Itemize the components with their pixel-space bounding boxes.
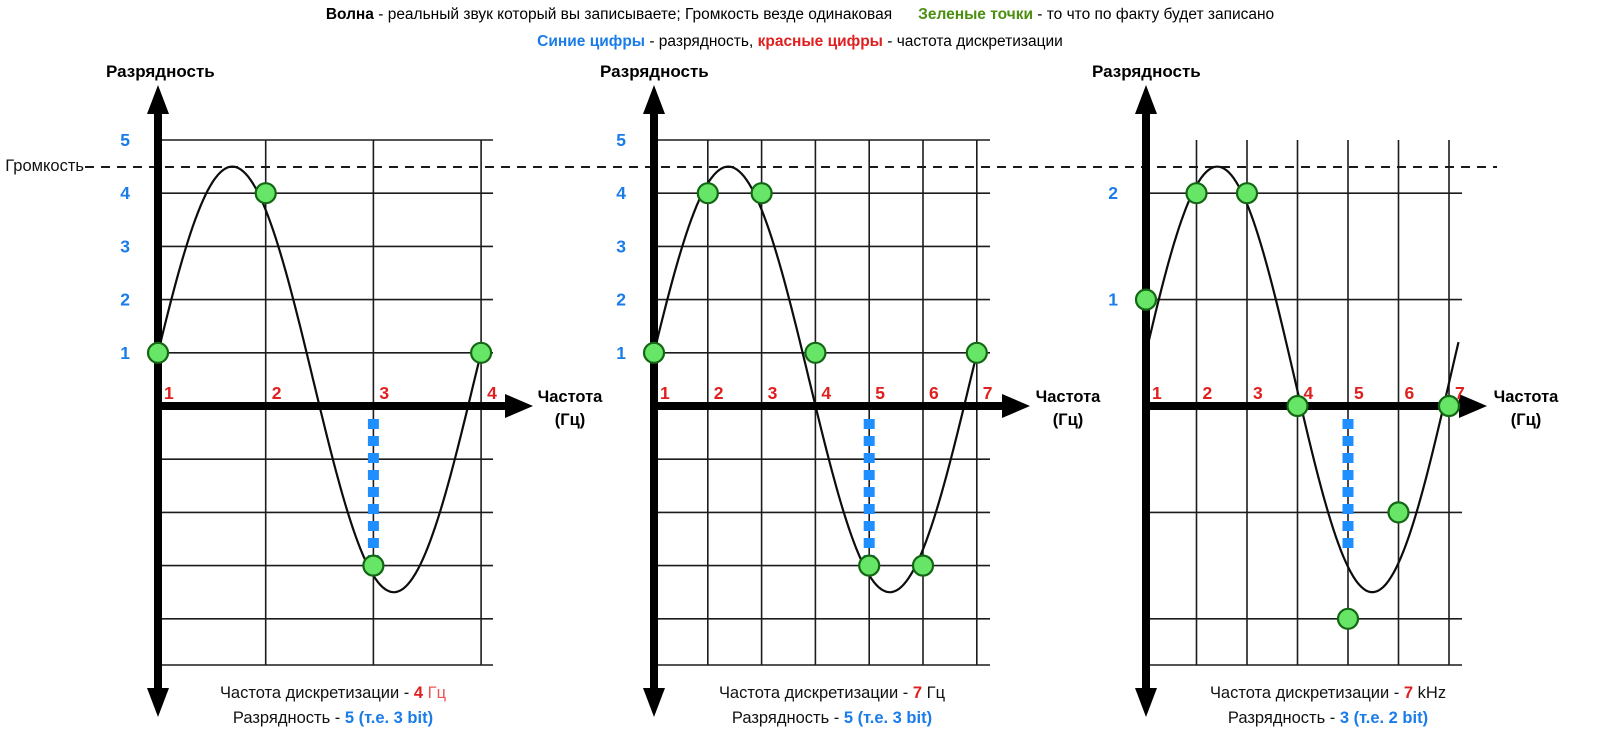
caption-depth-3: Разрядность - 3 (т.е. 2 bit) — [1227, 709, 1429, 727]
wave-curve — [156, 165, 482, 594]
y-tick-label: 2 — [616, 290, 626, 310]
y-axis-up-arrow — [643, 85, 665, 114]
y-tick-label: 2 — [1108, 183, 1118, 203]
x-axis-arrow — [1459, 394, 1487, 418]
y-axis-label-2: Разрядность — [600, 62, 709, 81]
y-tick-label: 1 — [616, 343, 626, 363]
legend-wave-term: Волна — [325, 6, 374, 23]
sample-point — [470, 341, 493, 364]
x-tick-label: 1 — [660, 383, 670, 403]
y-axis-up-arrow — [1135, 85, 1157, 114]
y-tick-label: 5 — [120, 130, 130, 150]
freq-unit-1: Гц — [423, 684, 447, 702]
x-tick-label: 7 — [1455, 383, 1465, 403]
x-tick-label: 3 — [1253, 383, 1263, 403]
freq-value-2: 7 — [912, 684, 923, 702]
legend-wave-desc: - реальный звук который вы записываете; … — [373, 6, 893, 23]
sample-point — [362, 554, 385, 577]
x-tick-label: 6 — [929, 383, 939, 403]
caption-freq-1: Частота дискретизации - 4 Гц — [219, 684, 447, 702]
y-tick-label: 5 — [616, 130, 626, 150]
legend-blue-term: Синие цифры — [537, 33, 646, 50]
x-tick-label: 2 — [714, 383, 724, 403]
sample-point — [804, 341, 827, 364]
y-axis-down-arrow — [1135, 688, 1157, 717]
sample-point — [911, 554, 935, 577]
x-axis-arrow — [505, 394, 533, 418]
y-tick-label: 3 — [616, 236, 626, 256]
y-axis-down-arrow — [643, 688, 665, 717]
caption-chart-2: Частота дискретизации - 7 Гц Разрядность… — [652, 681, 1012, 731]
depth-value-1: 5 (т.е. 3 bit) — [344, 709, 434, 727]
x-axis-label-2: Частота (Гц) — [1035, 388, 1101, 429]
legend-line-1: Волна - реальный звук который вы записыв… — [0, 6, 1600, 24]
y-axis-label-3: Разрядность — [1092, 62, 1201, 81]
y-tick-label: 4 — [120, 183, 130, 203]
caption-chart-1: Частота дискретизации - 4 Гц Разрядность… — [153, 681, 513, 731]
y-axis-label-1: Разрядность — [106, 62, 215, 81]
x-tick-label: 5 — [1354, 383, 1364, 403]
caption-freq-3: Частота дискретизации - 7 kHz — [1209, 684, 1447, 702]
legend-red-term: красные цифры — [757, 33, 883, 50]
depth-value-3: 3 (т.е. 2 bit) — [1339, 709, 1429, 727]
y-axis-up-arrow — [147, 85, 169, 114]
wave-curve — [1144, 165, 1460, 594]
x-tick-label: 6 — [1405, 383, 1415, 403]
x-tick-label: 1 — [164, 383, 174, 403]
caption-freq-2: Частота дискретизации - 7 Гц — [718, 684, 946, 702]
x-tick-label: 2 — [1203, 383, 1213, 403]
legend-blue-desc: - разрядность, — [645, 33, 758, 50]
freq-value-3: 7 — [1403, 684, 1414, 702]
sample-point — [1235, 182, 1259, 205]
sample-point — [1437, 394, 1461, 418]
x-axis-label-1: Частота (Гц) — [537, 388, 603, 429]
sample-point — [642, 341, 666, 364]
x-tick-label: 4 — [821, 383, 831, 403]
sample-point — [858, 554, 881, 577]
x-tick-label: 4 — [1304, 383, 1314, 403]
legend-green-term: Зеленые точки — [918, 6, 1033, 23]
x-axis-label-3: Частота (Гц) — [1493, 388, 1559, 429]
x-tick-label: 3 — [768, 383, 778, 403]
freq-value-1: 4 — [413, 684, 424, 702]
x-tick-label: 4 — [487, 383, 497, 403]
depth-value-2: 5 (т.е. 3 bit) — [843, 709, 933, 727]
legend-green-desc: - то что по факту будет записано — [1032, 6, 1275, 23]
sample-point — [146, 341, 170, 364]
y-tick-label: 1 — [120, 343, 130, 363]
freq-unit-3: kHz — [1413, 684, 1447, 702]
y-tick-label: 1 — [1108, 290, 1118, 310]
caption-depth-1: Разрядность - 5 (т.е. 3 bit) — [232, 709, 434, 727]
x-axis-arrow — [1002, 394, 1030, 418]
x-tick-label: 3 — [379, 383, 389, 403]
caption-depth-2: Разрядность - 5 (т.е. 3 bit) — [731, 709, 933, 727]
x-tick-label: 2 — [272, 383, 282, 403]
legend-line-2: Синие цифры - разрядность, красные цифры… — [0, 33, 1600, 51]
sample-point — [1336, 607, 1360, 630]
x-tick-label: 1 — [1152, 383, 1162, 403]
sample-point — [696, 182, 719, 205]
legend-red-desc: - частота дискретизации — [882, 33, 1063, 50]
sample-point — [1185, 182, 1208, 205]
freq-unit-2: Гц — [922, 684, 946, 702]
volume-label: Громкость — [5, 157, 84, 175]
y-tick-label: 2 — [120, 290, 130, 310]
y-axis-down-arrow — [147, 688, 169, 717]
sample-point — [1134, 288, 1158, 311]
y-tick-label: 3 — [120, 236, 130, 256]
sample-point — [1286, 394, 1309, 418]
y-tick-label: 4 — [616, 183, 626, 203]
x-tick-label: 5 — [875, 383, 885, 403]
sample-point — [750, 182, 773, 205]
x-tick-label: 7 — [983, 383, 993, 403]
sample-point — [1387, 501, 1410, 524]
sample-point — [254, 182, 277, 205]
sample-point — [965, 341, 988, 364]
caption-chart-3: Частота дискретизации - 7 kHz Разрядност… — [1148, 681, 1508, 731]
